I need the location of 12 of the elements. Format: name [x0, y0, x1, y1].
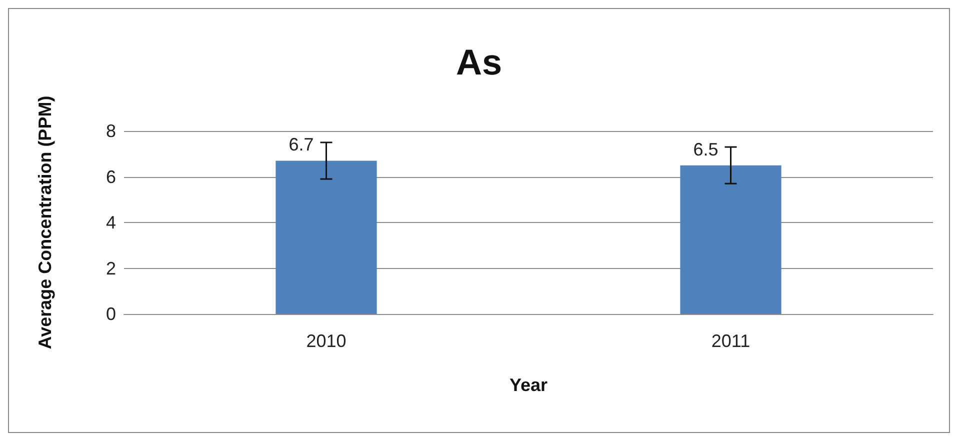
data-label: 6.5	[693, 139, 718, 160]
y-tick-label: 4	[106, 212, 116, 232]
x-axis-title: Year	[509, 375, 548, 395]
data-label: 6.7	[288, 134, 314, 155]
x-tick-label: 2011	[711, 331, 750, 351]
y-tick-label: 8	[106, 121, 116, 141]
chart-title: As	[456, 42, 502, 82]
y-tick-label: 2	[106, 258, 116, 278]
x-tick-label: 2010	[306, 331, 346, 351]
y-tick-label: 6	[106, 166, 116, 187]
y-tick-label: 0	[106, 304, 116, 324]
y-axis-title: Average Concentration (PPM)	[35, 96, 55, 350]
